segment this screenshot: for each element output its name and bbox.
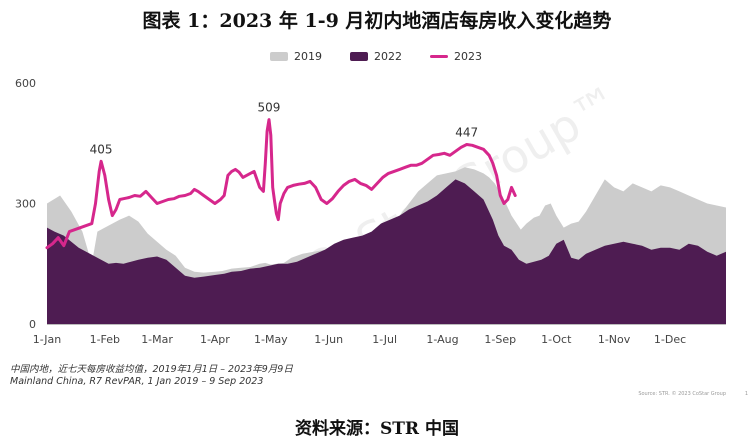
legend-item-2019: 2019 xyxy=(270,50,322,63)
y-tick-label: 0 xyxy=(29,318,36,331)
legend-swatch-2023 xyxy=(430,55,448,58)
x-tick-label: 1-Mar xyxy=(141,333,173,346)
x-tick-label: 1-Sep xyxy=(484,333,516,346)
legend-label-2019: 2019 xyxy=(294,50,322,63)
legend-label-2022: 2022 xyxy=(374,50,402,63)
page-number: 1 xyxy=(744,391,748,397)
line-series-2023 xyxy=(45,118,517,250)
y-tick-label: 300 xyxy=(15,198,36,211)
y-tick-label: 600 xyxy=(15,77,36,90)
x-tick-label: 1-Apr xyxy=(200,333,230,346)
chart-note-en: Mainland China, R7 RevPAR, 1 Jan 2019 – … xyxy=(10,376,264,387)
legend-item-2023: 2023 xyxy=(430,50,482,63)
x-tick-label: 1-Oct xyxy=(541,333,572,346)
peak-label: 405 xyxy=(90,142,113,156)
x-tick-label: 1-Jan xyxy=(33,333,62,346)
x-tick-label: 1-Jul xyxy=(372,333,397,346)
x-tick-label: 1-May xyxy=(254,333,288,346)
legend-swatch-2019 xyxy=(270,52,288,61)
legend-swatch-2022 xyxy=(350,52,368,61)
chart-legend: 2019 2022 2023 xyxy=(270,50,482,63)
peak-label: 509 xyxy=(258,101,281,115)
x-tick-label: 1-Aug xyxy=(426,333,458,346)
x-tick-label: 1-Feb xyxy=(90,333,120,346)
chart-note-cn: 中国内地，近七天每房收益均值，2019年1月1日 – 2023年9月9日 xyxy=(10,364,293,375)
source-footer: 资料来源：STR 中国 xyxy=(295,419,459,439)
copyright-note: Source: STR. © 2023 CoStar Group xyxy=(638,391,726,397)
area-series-2022 xyxy=(47,179,726,324)
peak-label: 447 xyxy=(455,125,478,139)
x-tick-label: 1-Nov xyxy=(598,333,631,346)
x-tick-label: 1-Jun xyxy=(314,333,343,346)
legend-item-2022: 2022 xyxy=(350,50,402,63)
legend-label-2023: 2023 xyxy=(454,50,482,63)
page-title: 图表 1：2023 年 1-9 月初内地酒店每房收入变化趋势 xyxy=(142,10,612,32)
x-tick-label: 1-Dec xyxy=(654,333,686,346)
